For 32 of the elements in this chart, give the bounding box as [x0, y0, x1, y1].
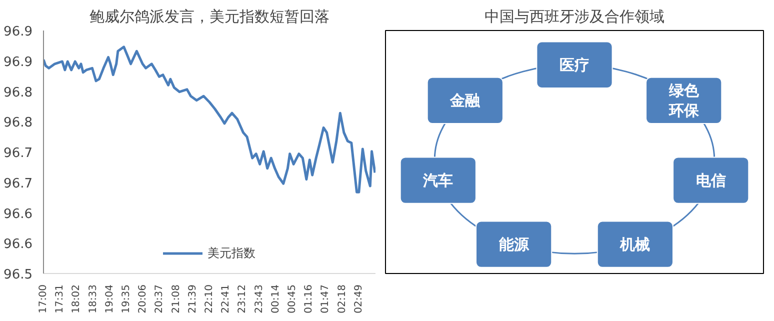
y-tick-label: 96.6	[4, 237, 33, 252]
y-tick-label: 96.7	[4, 176, 33, 192]
x-tick-label: 21:08	[170, 284, 182, 314]
x-tick-label: 20:06	[138, 284, 149, 314]
x-tick-label: 22:41	[220, 284, 232, 314]
y-tick-label: 96.6	[4, 206, 33, 222]
x-tick-label: 02:49	[353, 284, 364, 314]
legend-label: 美元指数	[208, 244, 256, 262]
x-tick-label: 02:18	[336, 284, 348, 314]
y-tick-label: 96.9	[4, 24, 33, 40]
x-tick-label: 01:47	[320, 284, 332, 314]
x-tick-label: 21:39	[187, 284, 198, 314]
x-tick-label: 23:43	[254, 284, 265, 314]
y-tick-label: 96.9	[4, 54, 33, 70]
x-tick-label: 19:35	[121, 284, 132, 314]
x-tick-label: 18:33	[88, 284, 99, 314]
text: 中国与西班牙涉及合作领域	[484, 8, 664, 26]
x-tick-label: 01:16	[304, 284, 315, 314]
chart-title: 鲍威尔鸽派发言，美元指数短暂回落	[90, 8, 330, 26]
y-tick-label: 96.8	[4, 85, 33, 100]
x-tick-label: 17:31	[54, 284, 66, 314]
x-tick-label: 17:00	[38, 284, 49, 314]
x-tick-label: 23:12	[237, 284, 248, 314]
y-tick-label: 96.8	[4, 116, 33, 131]
x-tick-label: 18:02	[71, 284, 82, 314]
y-tick-label: 96.5	[4, 268, 33, 282]
y-tick-label: 96.7	[4, 146, 33, 161]
x-tick-label: 00:45	[287, 284, 298, 314]
x-tick-label: 20:37	[154, 284, 166, 314]
x-tick-label: 19:04	[104, 284, 116, 314]
x-tick-label: 00:14	[270, 284, 282, 314]
x-tick-label: 22:10	[204, 284, 215, 314]
